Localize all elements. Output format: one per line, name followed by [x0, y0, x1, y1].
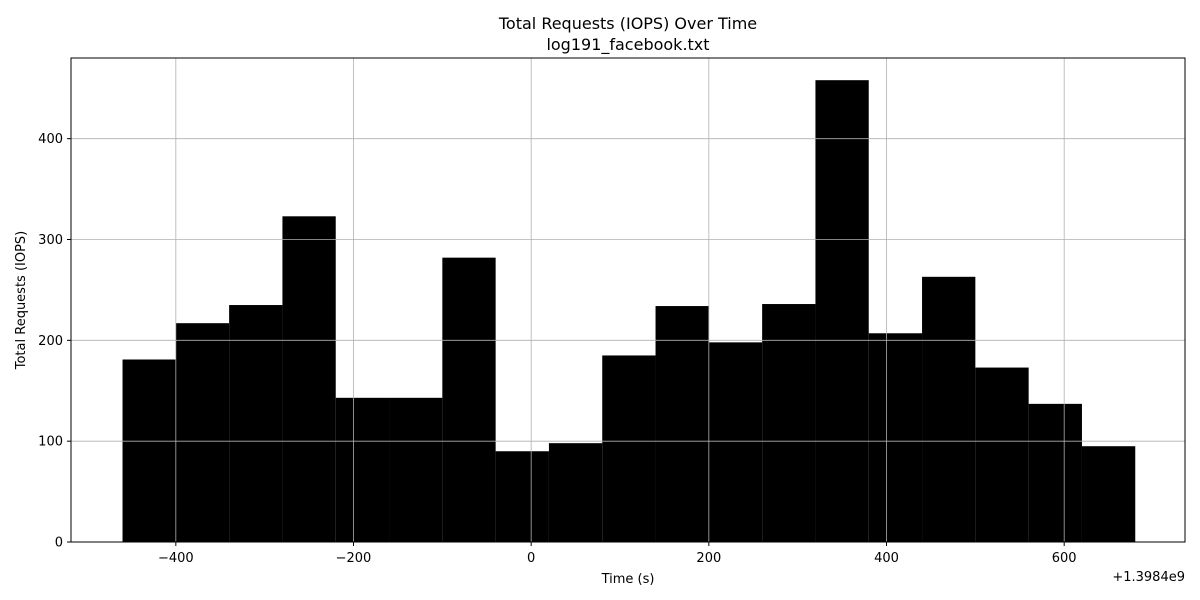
- y-tick-label-3: 300: [38, 233, 63, 248]
- chart-subtitle: log191_facebook.txt: [546, 35, 709, 55]
- y-axis: 0 100 200 300 400: [38, 132, 71, 551]
- x-tick-label-2: 0: [527, 551, 535, 566]
- bar-15: [922, 276, 976, 542]
- chart-title: Total Requests (IOPS) Over Time: [498, 14, 757, 33]
- x-tick-label-3: 200: [696, 551, 721, 566]
- bar-18: [1081, 446, 1136, 542]
- bar-13: [815, 80, 869, 542]
- bar-16: [975, 367, 1029, 542]
- bar-3: [282, 216, 336, 542]
- x-axis: −400 −200 0 200 400 600: [158, 542, 1077, 566]
- x-tick-label-1: −200: [336, 551, 372, 566]
- x-tick-label-4: 400: [874, 551, 899, 566]
- x-tick-label-5: 600: [1052, 551, 1077, 566]
- y-tick-label-2: 200: [38, 334, 63, 349]
- bar-4: [335, 397, 390, 542]
- bar-5: [389, 397, 443, 542]
- bar-0: [122, 359, 176, 542]
- bar-2: [229, 305, 283, 542]
- y-axis-label: Total Requests (IOPS): [14, 231, 29, 371]
- bar-9: [602, 355, 656, 542]
- bar-8: [548, 443, 603, 542]
- x-offset-label: +1.3984e9: [1112, 570, 1185, 585]
- bar-12: [762, 304, 816, 542]
- y-tick-label-0: 0: [55, 536, 63, 551]
- x-axis-label: Time (s): [601, 572, 655, 587]
- bar-14: [868, 333, 923, 542]
- y-tick-label-4: 400: [38, 132, 63, 147]
- bar-10: [655, 306, 709, 542]
- bar-11: [708, 342, 763, 542]
- x-tick-label-0: −400: [158, 551, 194, 566]
- bar-6: [442, 257, 496, 542]
- y-tick-label-1: 100: [38, 435, 63, 450]
- plot-frame: [70, 57, 1186, 543]
- bar-17: [1028, 403, 1082, 542]
- bar-7: [495, 451, 549, 542]
- bars-group: [122, 80, 1136, 542]
- bar-1: [175, 323, 230, 542]
